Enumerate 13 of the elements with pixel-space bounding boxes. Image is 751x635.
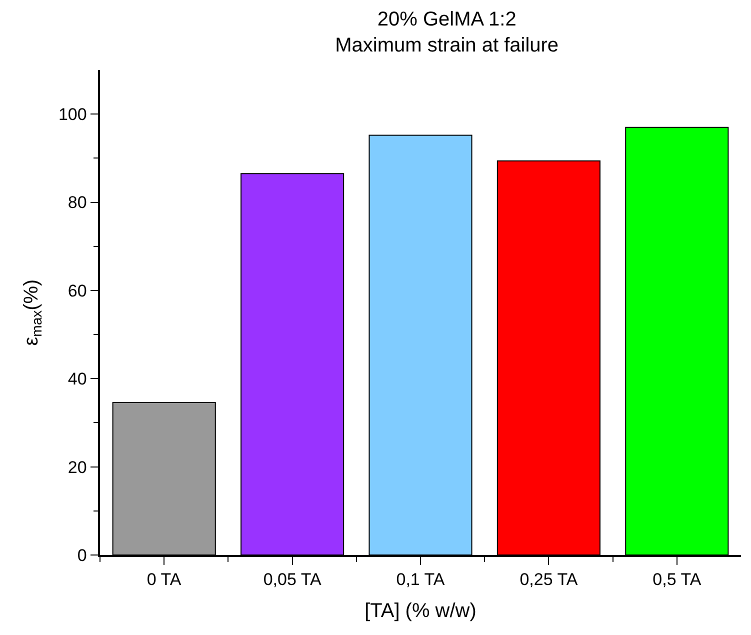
y-tick-label: 0 <box>77 546 87 565</box>
y-tick-label: 80 <box>68 193 87 212</box>
x-tick-label: 0,25 TA <box>520 570 578 590</box>
x-axis-title: [TA] (% w/w) <box>364 600 476 622</box>
y-tick-label: 60 <box>68 281 87 300</box>
y-tick-label: 40 <box>68 370 87 389</box>
x-tick-label: 0,1 TA <box>396 570 446 590</box>
y-tick-label: 100 <box>58 105 87 124</box>
y-tick-label: 20 <box>68 458 87 477</box>
chart-title: 20% GelMA 1:2 Maximum strain at failure <box>335 8 559 56</box>
x-tick-label: 0,05 TA <box>263 570 322 590</box>
x-tick-label: 0 TA <box>146 570 182 590</box>
x-tick-label: 0,5 TA <box>652 570 702 590</box>
